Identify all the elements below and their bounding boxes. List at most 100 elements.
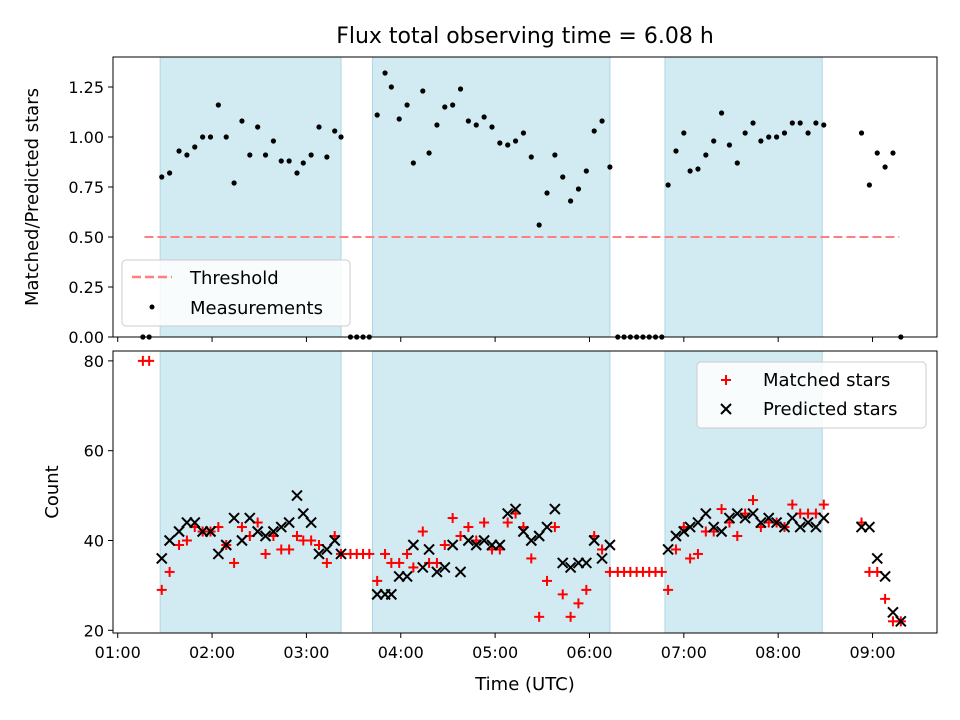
predicted-stars-point (220, 539, 232, 551)
matched-stars-point (787, 499, 798, 510)
predicted-stars-point (251, 525, 264, 538)
predicted-stars-point (770, 516, 783, 529)
predicted-stars-point (879, 570, 891, 583)
matched-stars-point (364, 548, 375, 559)
matched-stars-point (236, 522, 247, 533)
measurements-point (338, 134, 344, 140)
bottom-y-tick-label: 80 (84, 352, 104, 371)
measurements-point (607, 164, 613, 170)
bottom-x-tick-label: 05:00 (472, 643, 518, 662)
top-shaded-interval-1 (371, 56, 611, 338)
predicted-stars-point (329, 534, 341, 547)
top-y-tick-label: 1.25 (68, 78, 104, 97)
bottom-x-tick-label: 08:00 (755, 643, 801, 662)
top-y-tick-label: 1.00 (68, 128, 104, 147)
predicted-stars-point (494, 539, 506, 551)
predicted-stars-point (731, 507, 743, 520)
measurements-point (388, 84, 394, 90)
predicted-stars-point (431, 566, 443, 578)
matched-stars-point (692, 548, 703, 559)
predicted-stars-point (407, 539, 420, 551)
measurements-point (797, 120, 803, 126)
measurements-point (858, 130, 865, 136)
measurements-point (286, 158, 292, 164)
top-y-tick-label: 0.75 (68, 178, 104, 197)
predicted-stars-point (439, 561, 451, 574)
predicted-stars-point (778, 521, 791, 533)
measurements-point (781, 130, 788, 136)
matched-stars-point (573, 598, 584, 609)
measurements-point (200, 134, 206, 140)
measurements-point (726, 142, 733, 148)
measurements-point (673, 148, 679, 154)
matched-stars-point (502, 517, 513, 528)
predicted-stars-point (802, 516, 814, 529)
predicted-legend-label: Predicted stars (763, 399, 897, 420)
measurements-point (404, 102, 410, 108)
top-chart-title: Flux total observing time = 6.08 h (336, 24, 714, 49)
measurements-point (215, 102, 221, 108)
predicted-stars-point (662, 543, 674, 556)
measurements-point (821, 122, 827, 128)
matched-stars-point (408, 562, 419, 573)
threshold-legend-label: Threshold (189, 268, 279, 289)
predicted-stars-point (173, 525, 185, 538)
measurements-point (583, 168, 589, 174)
predicted-stars-point (564, 561, 577, 574)
top-y-tick-label: 0.50 (68, 228, 104, 247)
top-y-ticks: 0.00 0.25 0.50 0.75 1.00 1.25 (68, 78, 113, 347)
measurements-point (382, 70, 388, 76)
top-series (140, 70, 904, 340)
measurements-point (528, 154, 534, 160)
bottom-x-tick-label: 02:00 (189, 643, 235, 662)
measurements-point (207, 134, 214, 140)
measurements-point (497, 140, 503, 146)
bottom-x-ticks: 01:00 02:00 03:00 04:00 05:00 06:00 07:00 08:00… (95, 633, 896, 662)
predicted-stars-point (786, 512, 799, 524)
measurements-point (665, 182, 671, 188)
predicted-stars-point (794, 521, 806, 533)
matched-stars-point (565, 611, 576, 622)
predicted-stars-point (887, 606, 899, 619)
predicted-stars-point (204, 525, 217, 538)
bottom-legend: Matched stars Predicted stars (696, 361, 927, 429)
matched-stars-point (656, 566, 667, 577)
predicted-stars-point (163, 534, 176, 547)
measurements-point (473, 122, 479, 128)
predicted-stars-point (549, 503, 561, 515)
measurements-point (882, 164, 888, 170)
bottom-x-tick-label: 07:00 (661, 643, 707, 662)
measurements-point (308, 152, 314, 158)
measurements-point (536, 222, 542, 228)
matched-stars-point (557, 589, 568, 600)
measurements-point (434, 122, 440, 128)
predicted-stars-point (244, 512, 256, 524)
matched-stars-point (402, 548, 413, 559)
predicted-stars-point (283, 516, 295, 529)
measurements-point (465, 118, 471, 124)
predicted-stars-point (454, 566, 467, 578)
predicted-stars-point (401, 570, 413, 583)
bottom-x-tick-label: 03:00 (283, 643, 329, 662)
measurements-point (223, 134, 229, 140)
measurements-point (278, 158, 284, 164)
predicted-stars-point (501, 507, 514, 520)
measurements-legend-label: Measurements (190, 298, 323, 319)
measurements-point (758, 138, 764, 144)
matched-stars-point (417, 526, 428, 537)
x-axis-label: Time (UTC) (474, 674, 575, 695)
measurements-point (426, 150, 432, 156)
bottom-shaded-intervals (159, 350, 823, 634)
measurements-point (262, 152, 269, 158)
predicted-stars-point (810, 521, 822, 533)
matched-stars-point (542, 575, 553, 586)
predicted-stars-point (156, 552, 168, 565)
measurements-point (332, 128, 338, 134)
measurements-point (396, 116, 402, 122)
matched-stars-point (880, 593, 891, 604)
measurements-point (255, 124, 261, 130)
measurements-point (159, 174, 165, 180)
predicted-stars-point (895, 615, 907, 628)
